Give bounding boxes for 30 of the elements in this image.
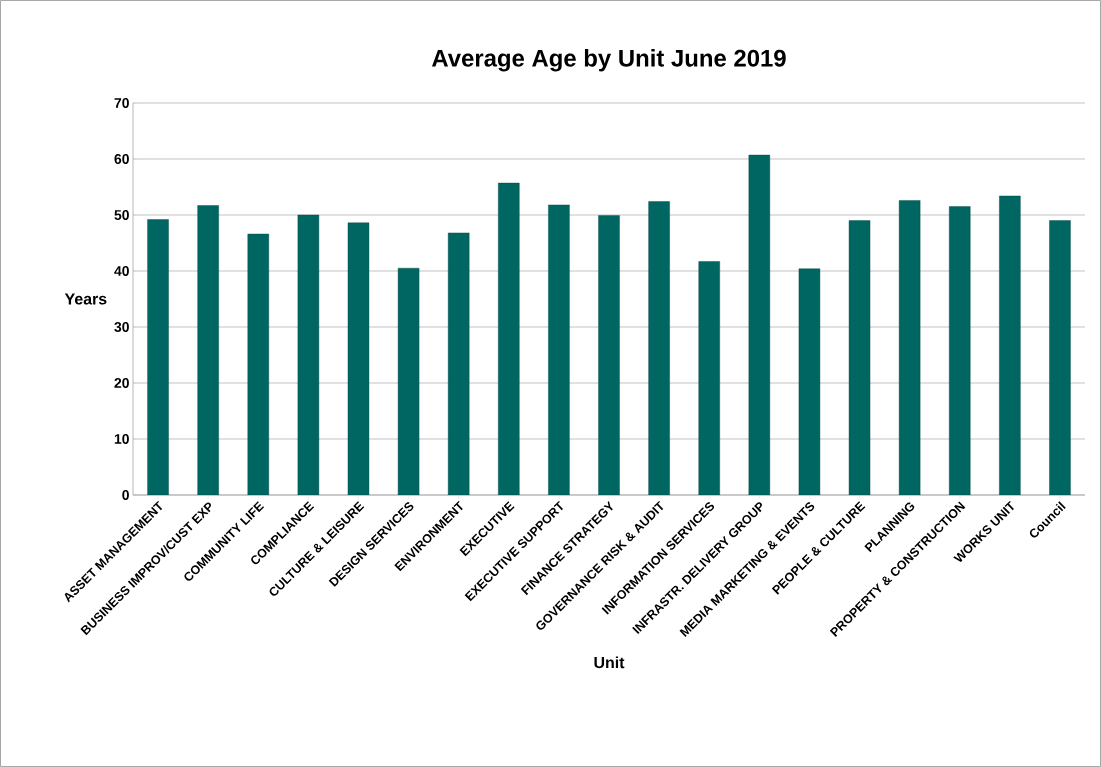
bar	[748, 154, 771, 495]
bar	[197, 205, 219, 495]
y-tick-label: 70	[114, 98, 129, 108]
bar	[147, 219, 169, 495]
bar	[949, 206, 971, 495]
y-axis-title: Years	[64, 293, 107, 305]
bar	[698, 261, 720, 495]
bar	[999, 195, 1021, 495]
bar	[247, 233, 269, 495]
bar	[898, 200, 921, 495]
bar	[447, 232, 470, 495]
x-axis-title: Unit	[594, 656, 625, 669]
bar	[498, 182, 520, 495]
y-tick-label: 50	[114, 210, 129, 220]
y-tick-label: 0	[122, 490, 129, 500]
bar	[297, 214, 320, 495]
y-tick-label: 10	[114, 434, 129, 444]
bar	[548, 204, 570, 495]
bar	[1049, 220, 1071, 495]
bar	[598, 215, 620, 495]
bar	[397, 267, 420, 495]
y-tick-label: 20	[114, 378, 129, 388]
bar	[648, 201, 670, 495]
bar	[848, 220, 871, 495]
y-tick-label: 30	[114, 322, 129, 332]
y-tick-label: 60	[114, 154, 129, 164]
bar	[798, 268, 821, 495]
bar	[347, 222, 370, 495]
y-tick-label: 40	[114, 266, 129, 276]
chart-title: Average Age by Unit June 2019	[431, 49, 786, 72]
